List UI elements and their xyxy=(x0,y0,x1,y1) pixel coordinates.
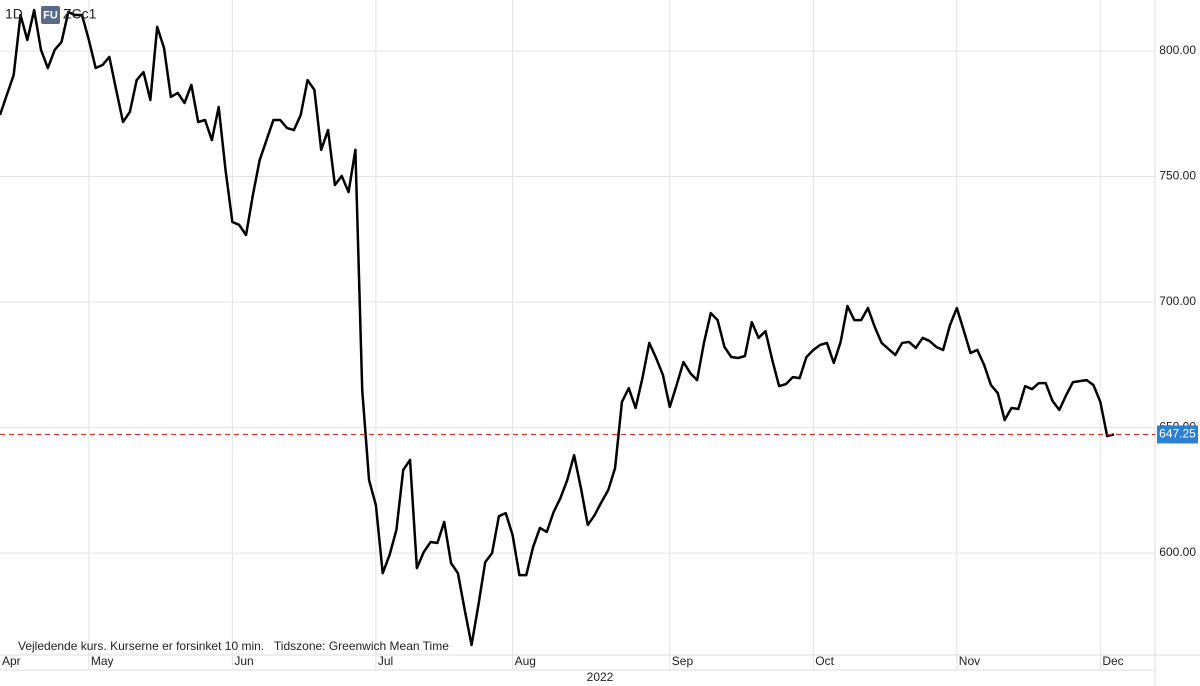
x-tick-label: May xyxy=(91,654,114,668)
interval: 1D xyxy=(5,6,23,22)
symbol: ZCc1 xyxy=(63,6,97,22)
x-tick-label: Dec xyxy=(1102,654,1123,668)
y-tick-label: 700.00 xyxy=(1159,294,1196,308)
x-tick-label: Apr xyxy=(2,654,21,668)
note: Vejledende kurs. Kurserne er forsinket 1… xyxy=(18,639,449,653)
plot-area xyxy=(0,0,1155,670)
last-price-label: 647.25 xyxy=(1159,427,1196,441)
last-price-box xyxy=(1157,425,1198,444)
x-tick-label: Oct xyxy=(815,654,834,668)
year-label: 2022 xyxy=(587,670,614,684)
x-tick-label: Jul xyxy=(378,654,393,668)
price-line xyxy=(0,8,1115,647)
x-tick-label: Jun xyxy=(234,654,253,668)
y-tick-label: 750.00 xyxy=(1159,169,1196,183)
x-tick-label: Sep xyxy=(672,654,694,668)
y-tick-label: 600.00 xyxy=(1159,545,1196,559)
badge: FU xyxy=(43,9,58,21)
y-tick-label: 800.00 xyxy=(1159,43,1196,57)
x-tick-label: Aug xyxy=(515,654,536,668)
x-tick-label: Nov xyxy=(959,654,980,668)
badge-bg xyxy=(41,6,60,24)
